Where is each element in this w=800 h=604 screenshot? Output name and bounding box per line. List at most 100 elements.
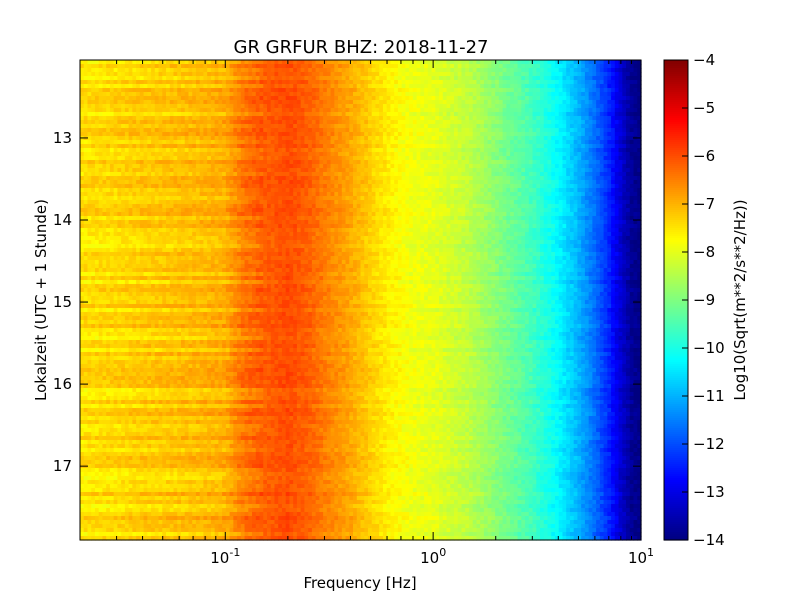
heatmap-cell	[278, 188, 282, 193]
heatmap-cell	[402, 152, 406, 157]
heatmap-cell	[379, 132, 383, 137]
heatmap-cell	[129, 84, 133, 89]
heatmap-cell	[117, 184, 121, 189]
heatmap-cell	[518, 120, 522, 125]
heatmap-cell	[548, 92, 552, 97]
heatmap-cell	[529, 128, 533, 133]
heatmap-cell	[278, 104, 282, 109]
heatmap-cell	[114, 96, 118, 101]
heatmap-cell	[630, 108, 634, 113]
heatmap-cell	[458, 84, 462, 89]
heatmap-cell	[106, 76, 110, 81]
heatmap-cell	[435, 184, 439, 189]
heatmap-cell	[334, 120, 338, 125]
heatmap-cell	[177, 68, 181, 73]
heatmap-cell	[230, 164, 234, 169]
heatmap-cell	[589, 100, 593, 105]
heatmap-cell	[114, 156, 118, 161]
heatmap-cell	[383, 132, 387, 137]
heatmap-cell	[144, 132, 148, 137]
heatmap-cell	[140, 156, 144, 161]
heatmap-cell	[312, 152, 316, 157]
heatmap-cell	[267, 108, 271, 113]
heatmap-cell	[379, 68, 383, 73]
heatmap-cell	[566, 108, 570, 113]
heatmap-cell	[402, 140, 406, 145]
heatmap-cell	[174, 184, 178, 189]
heatmap-cell	[117, 160, 121, 165]
heatmap-cell	[596, 140, 600, 145]
heatmap-cell	[607, 72, 611, 77]
heatmap-cell	[630, 172, 634, 177]
heatmap-cell	[260, 112, 264, 117]
heatmap-cell	[435, 108, 439, 113]
heatmap-cell	[338, 88, 342, 93]
heatmap-cell	[514, 76, 518, 81]
heatmap-cell	[203, 72, 207, 77]
heatmap-cell	[562, 88, 566, 93]
heatmap-cell	[559, 164, 563, 169]
heatmap-cell	[342, 120, 346, 125]
heatmap-cell	[293, 156, 297, 161]
heatmap-cell	[555, 76, 559, 81]
heatmap-cell	[364, 80, 368, 85]
heatmap-cell	[473, 128, 477, 133]
heatmap-cell	[589, 148, 593, 153]
heatmap-cell	[536, 124, 540, 129]
heatmap-cell	[577, 120, 581, 125]
heatmap-cell	[607, 140, 611, 145]
heatmap-cell	[503, 72, 507, 77]
heatmap-cell	[117, 88, 121, 93]
heatmap-cell	[159, 176, 163, 181]
heatmap-cell	[361, 188, 365, 193]
heatmap-cell	[570, 156, 574, 161]
heatmap-cell	[301, 140, 305, 145]
heatmap-cell	[106, 152, 110, 157]
heatmap-cell	[129, 60, 133, 65]
heatmap-cell	[177, 100, 181, 105]
heatmap-cell	[203, 140, 207, 145]
heatmap-cell	[282, 112, 286, 117]
heatmap-cell	[114, 100, 118, 105]
heatmap-cell	[289, 88, 293, 93]
heatmap-cell	[480, 120, 484, 125]
heatmap-cell	[125, 108, 129, 113]
heatmap-cell	[361, 84, 365, 89]
heatmap-cell	[155, 140, 159, 145]
heatmap-cell	[364, 84, 368, 89]
heatmap-cell	[241, 120, 245, 125]
heatmap-cell	[162, 112, 166, 117]
heatmap-cell	[147, 180, 151, 185]
heatmap-cell	[383, 176, 387, 181]
heatmap-cell	[125, 188, 129, 193]
heatmap-cell	[630, 160, 634, 165]
heatmap-cell	[226, 144, 230, 149]
heatmap-cell	[274, 172, 278, 177]
heatmap-cell	[480, 152, 484, 157]
heatmap-cell	[461, 132, 465, 137]
heatmap-cell	[323, 136, 327, 141]
heatmap-cell	[544, 144, 548, 149]
heatmap-cell	[447, 68, 451, 73]
heatmap-cell	[162, 72, 166, 77]
heatmap-cell	[529, 68, 533, 73]
heatmap-cell	[585, 76, 589, 81]
heatmap-cell	[435, 68, 439, 73]
heatmap-cell	[110, 172, 114, 177]
heatmap-cell	[177, 176, 181, 181]
heatmap-cell	[476, 140, 480, 145]
heatmap-cell	[581, 176, 585, 181]
heatmap-cell	[420, 164, 424, 169]
heatmap-cell	[469, 116, 473, 121]
heatmap-cell	[84, 72, 88, 77]
heatmap-cell	[615, 156, 619, 161]
heatmap-cell	[174, 136, 178, 141]
heatmap-cell	[432, 120, 436, 125]
heatmap-cell	[151, 96, 155, 101]
heatmap-cell	[607, 104, 611, 109]
heatmap-cell	[185, 176, 189, 181]
heatmap-cell	[368, 144, 372, 149]
heatmap-cell	[267, 132, 271, 137]
heatmap-cell	[503, 68, 507, 73]
heatmap-cell	[615, 68, 619, 73]
